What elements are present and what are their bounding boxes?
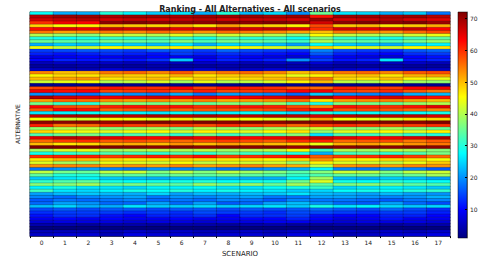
- svg-text:0: 0: [40, 239, 44, 246]
- svg-text:50: 50: [470, 79, 478, 86]
- svg-text:6: 6: [180, 239, 184, 246]
- svg-text:60: 60: [470, 47, 478, 54]
- svg-text:1: 1: [63, 239, 67, 246]
- svg-text:2: 2: [86, 239, 90, 246]
- svg-text:5: 5: [156, 239, 160, 246]
- svg-text:9: 9: [250, 239, 254, 246]
- svg-text:13: 13: [341, 239, 349, 246]
- svg-text:70: 70: [470, 15, 478, 22]
- svg-text:16: 16: [411, 239, 419, 246]
- svg-text:11: 11: [295, 239, 303, 246]
- svg-text:ALTERNATIVE: ALTERNATIVE: [14, 104, 21, 144]
- svg-text:10: 10: [470, 206, 478, 213]
- svg-text:40: 40: [470, 110, 478, 117]
- svg-text:Ranking - All Alternatives - A: Ranking - All Alternatives - All scenari…: [159, 5, 341, 14]
- svg-text:15: 15: [388, 239, 396, 246]
- svg-text:17: 17: [435, 239, 443, 246]
- svg-text:8: 8: [226, 239, 230, 246]
- svg-text:3: 3: [110, 239, 114, 246]
- svg-text:10: 10: [271, 239, 279, 246]
- svg-text:14: 14: [365, 239, 373, 246]
- svg-text:SCENARIO: SCENARIO: [222, 250, 259, 258]
- svg-text:12: 12: [318, 239, 326, 246]
- svg-text:20: 20: [470, 174, 478, 181]
- svg-text:4: 4: [133, 239, 137, 246]
- svg-text:30: 30: [470, 142, 478, 149]
- svg-text:7: 7: [203, 239, 207, 246]
